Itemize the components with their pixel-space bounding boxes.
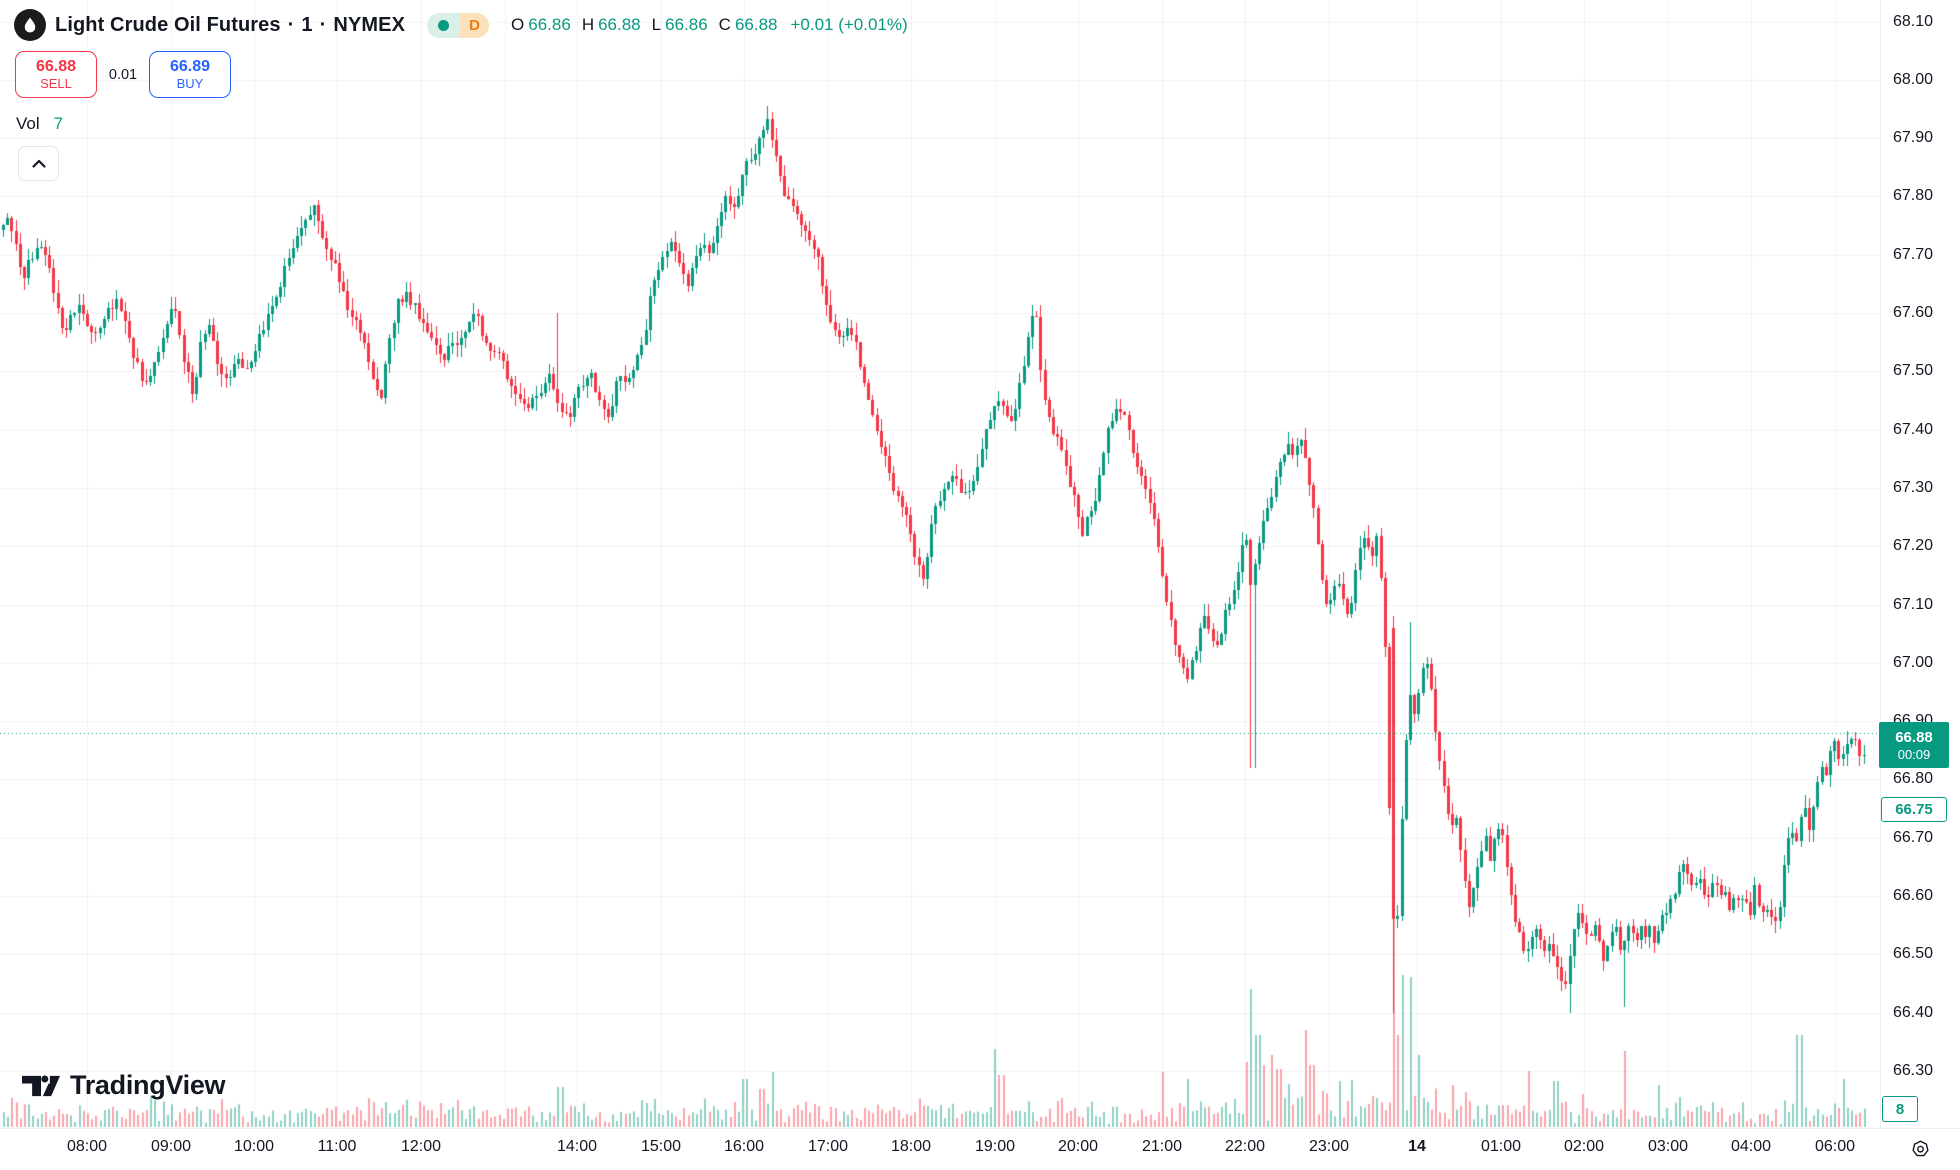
collapse-legend-button[interactable]	[18, 146, 59, 181]
time-tick-label: 02:00	[1563, 1138, 1605, 1155]
symbol-title[interactable]: Light Crude Oil Futures · 1 · NYMEX	[55, 14, 405, 37]
current-price-badge: 66.88 00:09	[1879, 722, 1949, 768]
time-tick-label: 18:00	[890, 1138, 932, 1155]
tradingview-watermark-text: TradingView	[70, 1070, 226, 1100]
chart-header: Light Crude Oil Futures · 1 · NYMEX D O 66.86…	[14, 8, 912, 42]
price-chart-canvas[interactable]	[0, 0, 1880, 1128]
change-value: +0.01 (+0.01%)	[790, 15, 908, 34]
market-open-indicator	[427, 12, 461, 38]
time-tick-label: 14	[1408, 1138, 1426, 1155]
separator: ·	[319, 13, 327, 36]
price-tick-label: 66.50	[1893, 945, 1934, 963]
axis-settings-gear-icon[interactable]	[1906, 1135, 1934, 1163]
volume-legend: Vol 7	[16, 114, 63, 134]
price-tick-label: 67.50	[1893, 362, 1934, 380]
delayed-data-badge: D	[460, 12, 490, 38]
time-tick-label: 10:00	[233, 1138, 275, 1155]
time-tick-label: 04:00	[1730, 1138, 1772, 1155]
price-tick-label: 68.10	[1893, 12, 1934, 30]
sell-label: SELL	[40, 76, 72, 91]
time-tick-label: 06:00	[1814, 1138, 1856, 1155]
time-tick-label: 01:00	[1480, 1138, 1522, 1155]
buy-price: 66.89	[169, 58, 211, 75]
price-tick-label: 67.40	[1893, 420, 1934, 438]
price-tick-label: 67.10	[1893, 595, 1934, 613]
time-tick-label: 12:00	[400, 1138, 442, 1155]
price-tick-label: 66.70	[1893, 828, 1934, 846]
sell-button[interactable]: 66.88 SELL	[15, 51, 97, 98]
time-tick-label: 14:00	[556, 1138, 598, 1155]
tradingview-logo-icon	[22, 1075, 60, 1096]
ohlc-values: O 66.86 H 66.88 L 66.86 C 66.88 +0.01 (+0.01…	[511, 15, 912, 35]
time-tick-label: 03:00	[1647, 1138, 1689, 1155]
time-tick-label: 15:00	[640, 1138, 682, 1155]
tradingview-watermark[interactable]: TradingView	[22, 1070, 226, 1101]
price-axis[interactable]: 68.10 68.00 67.90 67.80 67.70 67.60 67.50 67.40…	[1879, 0, 1960, 1128]
bar-countdown: 00:09	[1897, 746, 1931, 762]
current-price-value: 66.88	[1895, 728, 1933, 746]
time-tick-label: 16:00	[723, 1138, 765, 1155]
volume-value-badge: 8	[1882, 1096, 1918, 1122]
market-status-pill[interactable]: D	[427, 12, 490, 38]
time-tick-label: 21:00	[1141, 1138, 1183, 1155]
time-tick-label: 11:00	[317, 1138, 357, 1155]
chevron-up-icon	[31, 159, 46, 168]
volume-label: Vol	[16, 114, 40, 133]
price-tick-label: 67.20	[1893, 537, 1934, 555]
close-value: 66.88	[734, 15, 778, 34]
interval-value: 1	[301, 13, 313, 36]
time-tick-label: 09:00	[150, 1138, 192, 1155]
buy-label: BUY	[176, 76, 204, 91]
spread-value: 0.01	[108, 66, 138, 83]
symbol-name: Light Crude Oil Futures	[55, 13, 281, 36]
time-tick-label: 22:00	[1224, 1138, 1266, 1155]
price-tick-label: 66.40	[1893, 1003, 1934, 1021]
price-tick-label: 67.00	[1893, 653, 1934, 671]
sell-price: 66.88	[35, 58, 77, 75]
time-tick-label: 17:00	[807, 1138, 849, 1155]
time-axis[interactable]: 08:00 09:00 10:00 11:00 12:00 14:00 15:00 16:00…	[0, 1128, 1960, 1170]
price-tick-label: 68.00	[1893, 70, 1934, 88]
price-level-badge: 66.75	[1881, 797, 1947, 822]
price-tick-label: 67.90	[1893, 129, 1934, 147]
trade-panel: 66.88 SELL 0.01 66.89 BUY	[15, 51, 231, 98]
separator: ·	[287, 13, 295, 36]
price-tick-label: 66.60	[1893, 887, 1934, 904]
buy-button[interactable]: 66.89 BUY	[149, 51, 231, 98]
price-tick-label: 67.80	[1893, 187, 1934, 205]
open-label: O	[511, 15, 525, 34]
price-tick-label: 67.30	[1893, 478, 1934, 496]
open-value: 66.86	[528, 15, 571, 34]
low-value: 66.86	[665, 15, 708, 34]
market-open-dot-icon	[438, 19, 450, 31]
time-tick-label: 19:00	[974, 1138, 1016, 1155]
time-tick-label: 08:00	[66, 1138, 108, 1155]
low-label: L	[651, 15, 662, 34]
time-tick-label: 20:00	[1057, 1138, 1099, 1155]
symbol-logo-oil-icon	[14, 9, 46, 41]
time-tick-label: 23:00	[1308, 1138, 1350, 1155]
price-tick-label: 66.30	[1893, 1061, 1934, 1079]
high-label: H	[581, 15, 595, 34]
price-tick-label: 66.80	[1893, 770, 1934, 788]
volume-value: 7	[53, 114, 64, 133]
price-tick-label: 67.70	[1893, 245, 1934, 263]
high-value: 66.88	[598, 15, 641, 34]
exchange-name: NYMEX	[333, 13, 406, 36]
close-label: C	[718, 15, 731, 34]
price-tick-label: 67.60	[1893, 304, 1934, 321]
